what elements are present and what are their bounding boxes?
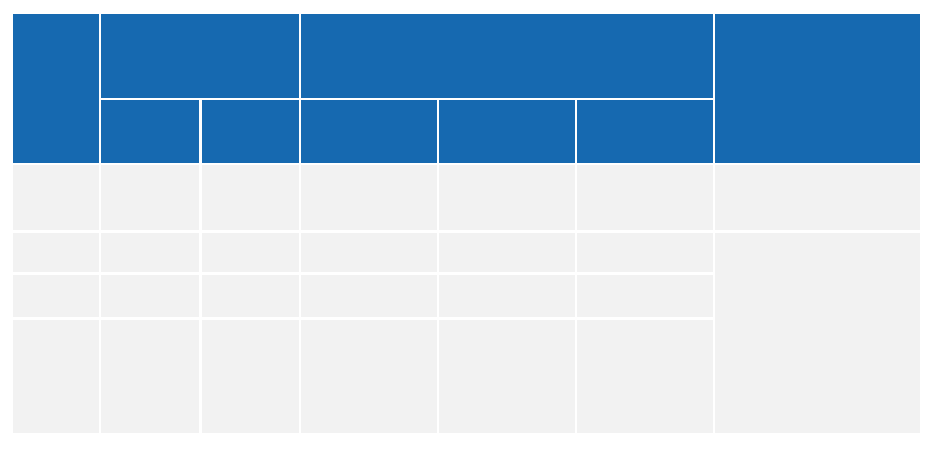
table-cell [439, 275, 575, 317]
table-cell-merged [715, 233, 920, 433]
table-cell [101, 233, 199, 272]
header-group-cell [101, 14, 299, 98]
table-cell [13, 275, 99, 317]
header-group-cell [301, 14, 713, 98]
table-cell [101, 275, 199, 317]
table-cell [577, 275, 713, 317]
header-subcell [202, 100, 299, 163]
table-cell [577, 233, 713, 272]
table-cell [101, 320, 199, 433]
header-subcell [439, 100, 575, 163]
table-cell [439, 165, 575, 230]
table-cell [13, 165, 99, 230]
table-cell [301, 233, 437, 272]
table-cell [202, 275, 299, 317]
header-subcell [577, 100, 713, 163]
table-cell [577, 165, 713, 230]
table-cell [439, 320, 575, 433]
header-subcell [301, 100, 437, 163]
table-cell [202, 233, 299, 272]
table-cell [577, 320, 713, 433]
table-cell [439, 233, 575, 272]
table-cell [101, 165, 199, 230]
header-subcell [101, 100, 199, 163]
table-cell [301, 165, 437, 230]
table-cell [301, 275, 437, 317]
table-cell [13, 320, 99, 433]
table-cell [202, 320, 299, 433]
table-cell [301, 320, 437, 433]
table-cell [715, 165, 920, 230]
header-cell [715, 14, 920, 163]
table-cell [13, 233, 99, 272]
header-cell [13, 14, 99, 163]
table-cell [202, 165, 299, 230]
